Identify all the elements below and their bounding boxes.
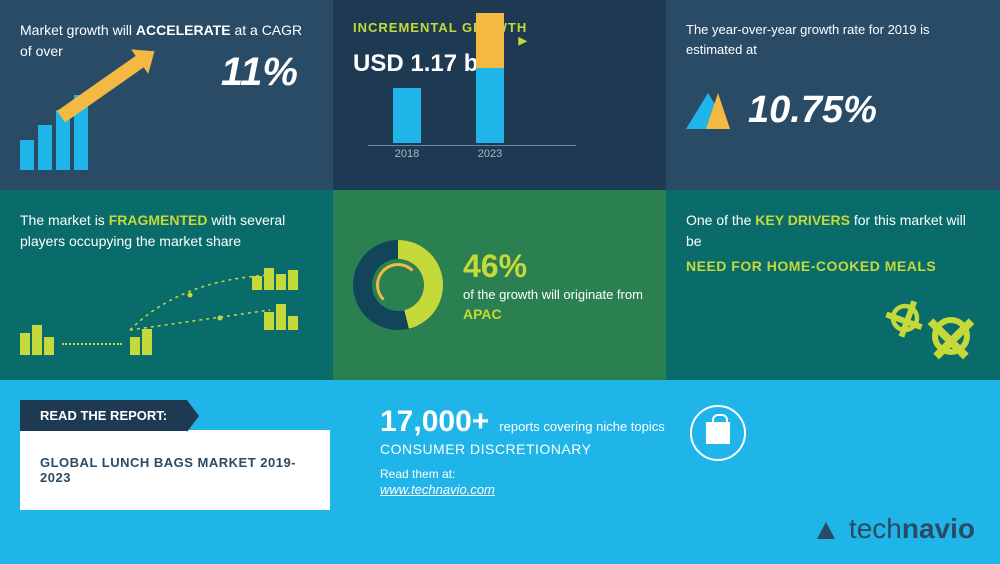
- gears-icon: [886, 299, 970, 355]
- footer: READ THE REPORT: GLOBAL LUNCH BAGS MARKE…: [0, 380, 1000, 564]
- triangle-up-icon: [686, 93, 730, 129]
- panel-apac: 46% of the growth will originate from AP…: [333, 190, 666, 380]
- bag-icon: [690, 405, 746, 461]
- connection-lines: [120, 260, 290, 350]
- drivers-text: One of the KEY DRIVERS for this market w…: [686, 210, 980, 252]
- year-bars: 2018 2023: [393, 13, 504, 160]
- footer-left: READ THE REPORT: GLOBAL LUNCH BAGS MARKE…: [0, 380, 350, 564]
- cagr-value: 11%: [221, 50, 298, 95]
- website-link[interactable]: www.technavio.com: [380, 482, 495, 497]
- yoy-text: The year-over-year growth rate for 2019 …: [686, 20, 980, 59]
- technavio-logo: technavio: [809, 512, 975, 546]
- donut-chart: [353, 240, 443, 330]
- panel-fragmented: The market is FRAGMENTED with several pl…: [0, 190, 333, 380]
- category-label: CONSUMER DISCRETIONARY: [380, 441, 665, 457]
- fragmented-text: The market is FRAGMENTED with several pl…: [20, 210, 313, 252]
- panel-cagr: Market growth will ACCELERATE at a CAGR …: [0, 0, 333, 190]
- report-title: GLOBAL LUNCH BAGS MARKET 2019-2023: [20, 430, 330, 510]
- apac-text: of the growth will originate from: [463, 285, 643, 305]
- panel-yoy: The year-over-year growth rate for 2019 …: [666, 0, 1000, 190]
- yoy-value: 10.75%: [748, 89, 877, 132]
- apac-pct: 46%: [463, 248, 643, 285]
- report-count-text: reports covering niche topics: [499, 419, 664, 434]
- driver-name: NEED FOR HOME-COOKED MEALS: [686, 258, 980, 274]
- read-at-label: Read them at:: [380, 467, 665, 481]
- panel-incremental: INCREMENTAL GROWTH ▸ USD 1.17 bn 2018 20…: [333, 0, 666, 190]
- read-report-ribbon: READ THE REPORT:: [20, 400, 187, 431]
- apac-region: APAC: [463, 306, 643, 322]
- report-count: 17,000+: [380, 405, 489, 439]
- growth-arrow-icon: [57, 54, 147, 123]
- panel-drivers: One of the KEY DRIVERS for this market w…: [666, 190, 1000, 380]
